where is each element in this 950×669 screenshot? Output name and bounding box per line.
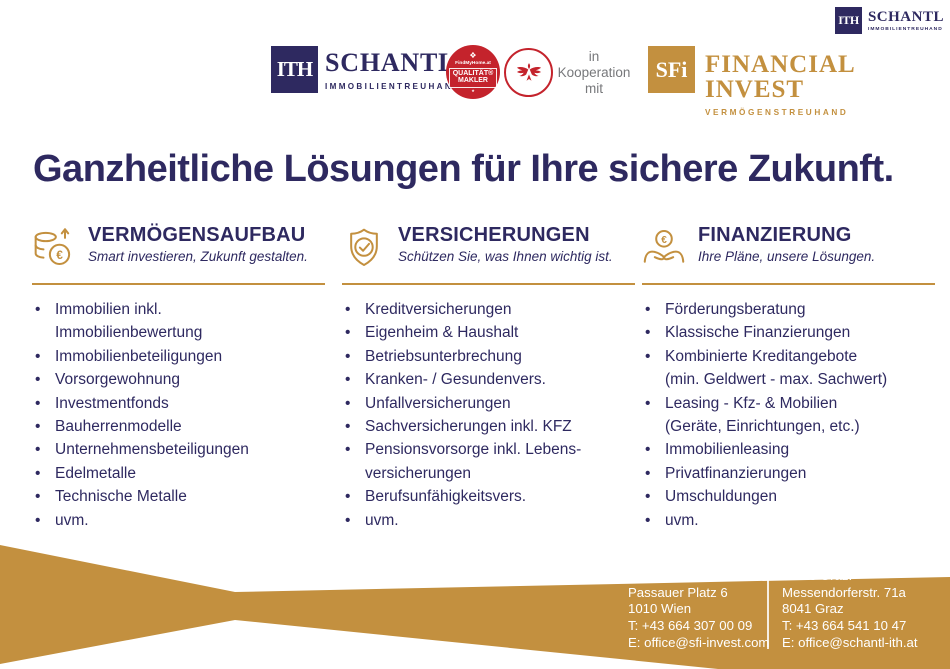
cooperation-line: mit: [585, 81, 603, 96]
list-item: Vorsorgewohnung: [32, 368, 325, 392]
sfi-name: FINANCIAL INVEST: [705, 51, 855, 103]
hands-euro-icon: €: [643, 230, 685, 263]
page-title: Ganzheitliche Lösungen für Ihre sichere …: [33, 148, 894, 190]
list-item: Betriebsunterbrechung: [342, 345, 635, 369]
list-item: Leasing - Kfz- & Mobilien (Geräte, Einri…: [642, 392, 935, 439]
cooperation-text: in Kooperation mit: [548, 49, 640, 97]
office-address: Passauer Platz 6: [628, 584, 728, 600]
list-item: uvm.: [32, 509, 325, 533]
office-wien-block: Office Wien: Passauer Platz 6 1010 Wien …: [628, 568, 769, 652]
column-title: FINANZIERUNG: [698, 224, 852, 246]
office-phone: T: +43 664 307 00 09: [628, 618, 753, 634]
ith-monogram-icon: ITH: [834, 7, 862, 34]
gold-divider: [642, 283, 935, 285]
corner-brand-name: SCHANTL: [867, 8, 944, 25]
office-title: Office Wien:: [628, 568, 700, 583]
list-item: Eigenheim & Haushalt: [342, 321, 635, 345]
list-item: Unternehmensbeteiligungen: [32, 438, 325, 462]
list-item: Berufsunfähigkeitsvers.: [342, 485, 635, 509]
star-icon: ★: [471, 87, 475, 93]
column-subtitle: Ihre Pläne, unsere Lösungen.: [698, 249, 876, 264]
cooperation-line: Kooperation: [557, 65, 631, 80]
office-graz-block: Office Graz: Messendorferstr. 71a 8041 G…: [782, 568, 918, 652]
seal-brand: FindMyHome.at: [455, 60, 491, 66]
sfi-tagline: VERMÖGENSTREUHAND: [705, 108, 849, 117]
svg-text:€: €: [661, 235, 667, 246]
list-item: Immobilienbeteiligungen: [32, 345, 325, 369]
gold-divider: [342, 283, 635, 285]
list-item: uvm.: [642, 509, 935, 533]
list-item: Unfallversicherungen: [342, 392, 635, 416]
list-item: Investmentfonds: [32, 392, 325, 416]
list-item: Immobilienleasing: [642, 438, 935, 462]
list-item: Bauherrenmodelle: [32, 415, 325, 439]
office-city: 8041 Graz: [782, 601, 844, 617]
column-title: VERMÖGENSAUFBAU: [88, 224, 306, 246]
coins-euro-growth-icon: €: [34, 228, 71, 266]
schantl-name: SCHANTL: [325, 48, 457, 77]
service-list: Kreditversicherungen Eigenheim & Haushal…: [342, 298, 635, 532]
office-city: 1010 Wien: [628, 601, 692, 617]
column-subtitle: Smart investieren, Zukunft gestalten.: [88, 249, 308, 264]
schantl-logo-icon: ITH: [271, 46, 318, 93]
list-item: Sachversicherungen inkl. KFZ: [342, 415, 635, 439]
crest-icon: ❖: [469, 50, 477, 60]
office-email: E: office@schantl-ith.at: [782, 634, 918, 650]
column-versicherungen: VERSICHERUNGEN Schützen Sie, was Ihnen w…: [342, 224, 635, 532]
list-item: Pensionsvorsorge inkl. Lebens- versicher…: [342, 438, 635, 485]
list-item: Förderungsberatung: [642, 298, 935, 322]
footer-ribbon: [0, 545, 950, 669]
list-item: Kombinierte Kreditangebote (min. Geldwer…: [642, 345, 935, 392]
list-item: Umschuldungen: [642, 485, 935, 509]
austrian-eagle-seal: [504, 48, 553, 97]
office-title: Office Graz:: [782, 568, 853, 583]
sfi-logo-icon: SFi: [648, 46, 695, 93]
office-email: E: office@sfi-invest.com: [628, 634, 770, 650]
sfi-logo: FINANCIAL INVEST VERMÖGENSTREUHAND: [705, 52, 950, 117]
eagle-icon: [516, 62, 541, 81]
footer-divider: [767, 572, 769, 649]
shield-check-icon: [350, 228, 378, 266]
list-item: Immobilien inkl. Immobilienbewertung: [32, 298, 325, 345]
quality-makler-seal: ❖ FindMyHome.at QUALITÄT® MAKLER ★: [446, 45, 500, 99]
corner-brand-tagline: IMMOBILIENTREUHAND: [867, 26, 943, 32]
list-item: Technische Metalle: [32, 485, 325, 509]
list-item: Edelmetalle: [32, 462, 325, 486]
schantl-tagline: IMMOBILIENTREUHAND: [325, 82, 462, 91]
cooperation-line: in: [588, 49, 600, 64]
service-list: Immobilien inkl. Immobilienbewertung Imm…: [32, 298, 325, 532]
column-vermoegensaufbau: € VERMÖGENSAUFBAU Smart investieren, Zuk…: [32, 224, 325, 532]
list-item: Klassische Finanzierungen: [642, 321, 935, 345]
column-title: VERSICHERUNGEN: [398, 224, 590, 246]
seal-line2: MAKLER: [458, 77, 488, 84]
list-item: uvm.: [342, 509, 635, 533]
office-phone: T: +43 664 541 10 47: [782, 618, 907, 634]
list-item: Kreditversicherungen: [342, 298, 635, 322]
list-item: Privatfinanzierungen: [642, 462, 935, 486]
column-finanzierung: € FINANZIERUNG Ihre Pläne, unsere Lösung…: [642, 224, 935, 532]
schantl-logo: SCHANTL IMMOBILIENTREUHAND: [325, 48, 462, 92]
office-address: Messendorferstr. 71a: [782, 584, 906, 600]
gold-divider: [32, 283, 325, 285]
svg-text:€: €: [56, 248, 63, 262]
service-list: Förderungsberatung Klassische Finanzieru…: [642, 298, 935, 532]
corner-brand-logo: ITH SCHANTL IMMOBILIENTREUHAND: [834, 7, 944, 34]
column-subtitle: Schützen Sie, was Ihnen wichtig ist.: [398, 249, 613, 264]
seal-line1: QUALITÄT®: [452, 69, 494, 77]
list-item: Kranken- / Gesundenvers.: [342, 368, 635, 392]
